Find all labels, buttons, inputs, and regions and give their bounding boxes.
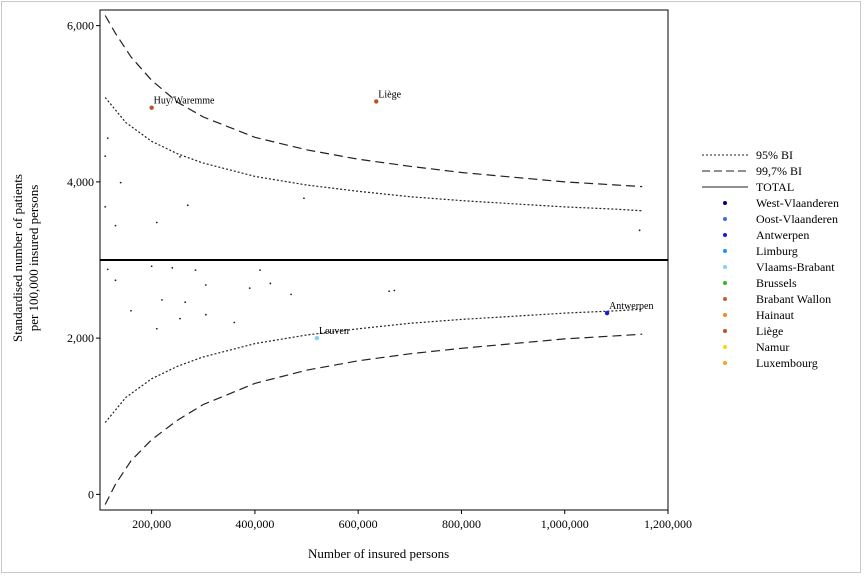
data-point bbox=[171, 266, 174, 269]
data-point bbox=[248, 287, 251, 290]
point-label: Antwerpen bbox=[609, 301, 653, 312]
lower-limit-95-bi bbox=[104, 308, 643, 423]
legend-label: Luxembourg bbox=[756, 356, 818, 370]
data-point bbox=[119, 181, 122, 184]
dotted-line-icon bbox=[702, 154, 748, 156]
highlighted-point bbox=[314, 335, 320, 341]
legend-label: Antwerpen bbox=[756, 228, 810, 242]
legend-label: 95% BI bbox=[756, 148, 793, 162]
legend-label: Namur bbox=[756, 340, 790, 354]
legend-label: Liège bbox=[756, 324, 784, 338]
legend-marker-dot bbox=[723, 249, 727, 253]
data-point bbox=[179, 317, 181, 320]
legend-label: Hainaut bbox=[756, 308, 794, 322]
data-point bbox=[114, 279, 117, 282]
y-axis-title-line-1: Standardised number of patients bbox=[10, 174, 25, 342]
legend-marker-dot bbox=[723, 281, 727, 285]
data-point bbox=[233, 321, 236, 324]
legend-marker-dot bbox=[723, 297, 727, 301]
upper-limit-95-bi bbox=[104, 97, 643, 212]
legend-marker-dot bbox=[723, 265, 727, 269]
legend-marker-dot bbox=[723, 361, 727, 365]
data-point bbox=[161, 298, 163, 301]
data-point bbox=[130, 309, 132, 312]
y-tick-label: 4,000 bbox=[67, 175, 94, 189]
data-point bbox=[106, 137, 109, 140]
legend-label: 99,7% BI bbox=[756, 164, 802, 178]
data-point bbox=[204, 284, 207, 286]
data-point bbox=[194, 269, 197, 272]
data-point bbox=[269, 282, 272, 285]
legend-marker-dot bbox=[723, 233, 727, 237]
point-label: Huy/Waremme bbox=[154, 96, 215, 107]
data-point bbox=[303, 197, 305, 200]
data-point bbox=[186, 204, 189, 207]
data-point bbox=[114, 224, 117, 227]
y-axis-title-line-2: per 100,000 insured persons bbox=[26, 184, 41, 332]
data-point bbox=[150, 265, 153, 268]
data-point bbox=[155, 327, 158, 330]
data-point bbox=[104, 205, 107, 208]
y-tick-label: 6,000 bbox=[67, 19, 94, 33]
upper-limit-99-7-bi bbox=[104, 15, 643, 188]
data-point bbox=[388, 290, 391, 293]
data-point bbox=[155, 221, 158, 224]
highlighted-point bbox=[149, 105, 154, 110]
dashed-line-icon bbox=[702, 170, 748, 172]
legend-label: Brussels bbox=[756, 276, 797, 290]
data-point bbox=[204, 313, 207, 316]
data-point bbox=[290, 293, 292, 296]
data-point bbox=[179, 155, 181, 158]
x-tick-label: 1,000,000 bbox=[541, 517, 589, 531]
point-label: Liège bbox=[378, 89, 401, 100]
data-point bbox=[638, 229, 641, 232]
data-point bbox=[104, 155, 107, 157]
x-tick-label: 400,000 bbox=[235, 517, 274, 531]
legend-label: Limburg bbox=[756, 244, 798, 258]
point-label: Leuven bbox=[319, 326, 349, 337]
legend-marker-dot bbox=[723, 217, 727, 221]
data-point bbox=[259, 269, 261, 272]
data-point bbox=[393, 289, 396, 292]
data-point bbox=[106, 268, 109, 271]
legend-label: West-Vlaanderen bbox=[756, 196, 839, 210]
lower-limit-99-7-bi bbox=[104, 333, 643, 505]
y-tick-label: 2,000 bbox=[67, 331, 94, 345]
legend-marker-dot bbox=[723, 201, 727, 205]
legend-marker-dot bbox=[723, 345, 727, 349]
highlighted-point bbox=[374, 99, 379, 104]
x-tick-label: 200,000 bbox=[132, 517, 171, 531]
legend-marker-dot bbox=[723, 313, 727, 317]
legend-label: Brabant Wallon bbox=[756, 292, 832, 306]
x-tick-label: 800,000 bbox=[442, 517, 481, 531]
data-point bbox=[184, 301, 187, 304]
highlighted-point bbox=[604, 310, 610, 316]
y-tick-label: 0 bbox=[88, 487, 94, 501]
legend-label: Vlaams-Brabant bbox=[756, 260, 835, 274]
x-tick-label: 1,200,000 bbox=[644, 517, 692, 531]
legend-marker-dot bbox=[723, 329, 727, 333]
x-tick-label: 600,000 bbox=[339, 517, 378, 531]
legend-label: TOTAL bbox=[756, 180, 795, 194]
solid-line-icon bbox=[702, 186, 748, 188]
x-axis-title: Number of insured persons bbox=[308, 546, 450, 561]
legend-label: Oost-Vlaanderen bbox=[756, 212, 838, 226]
